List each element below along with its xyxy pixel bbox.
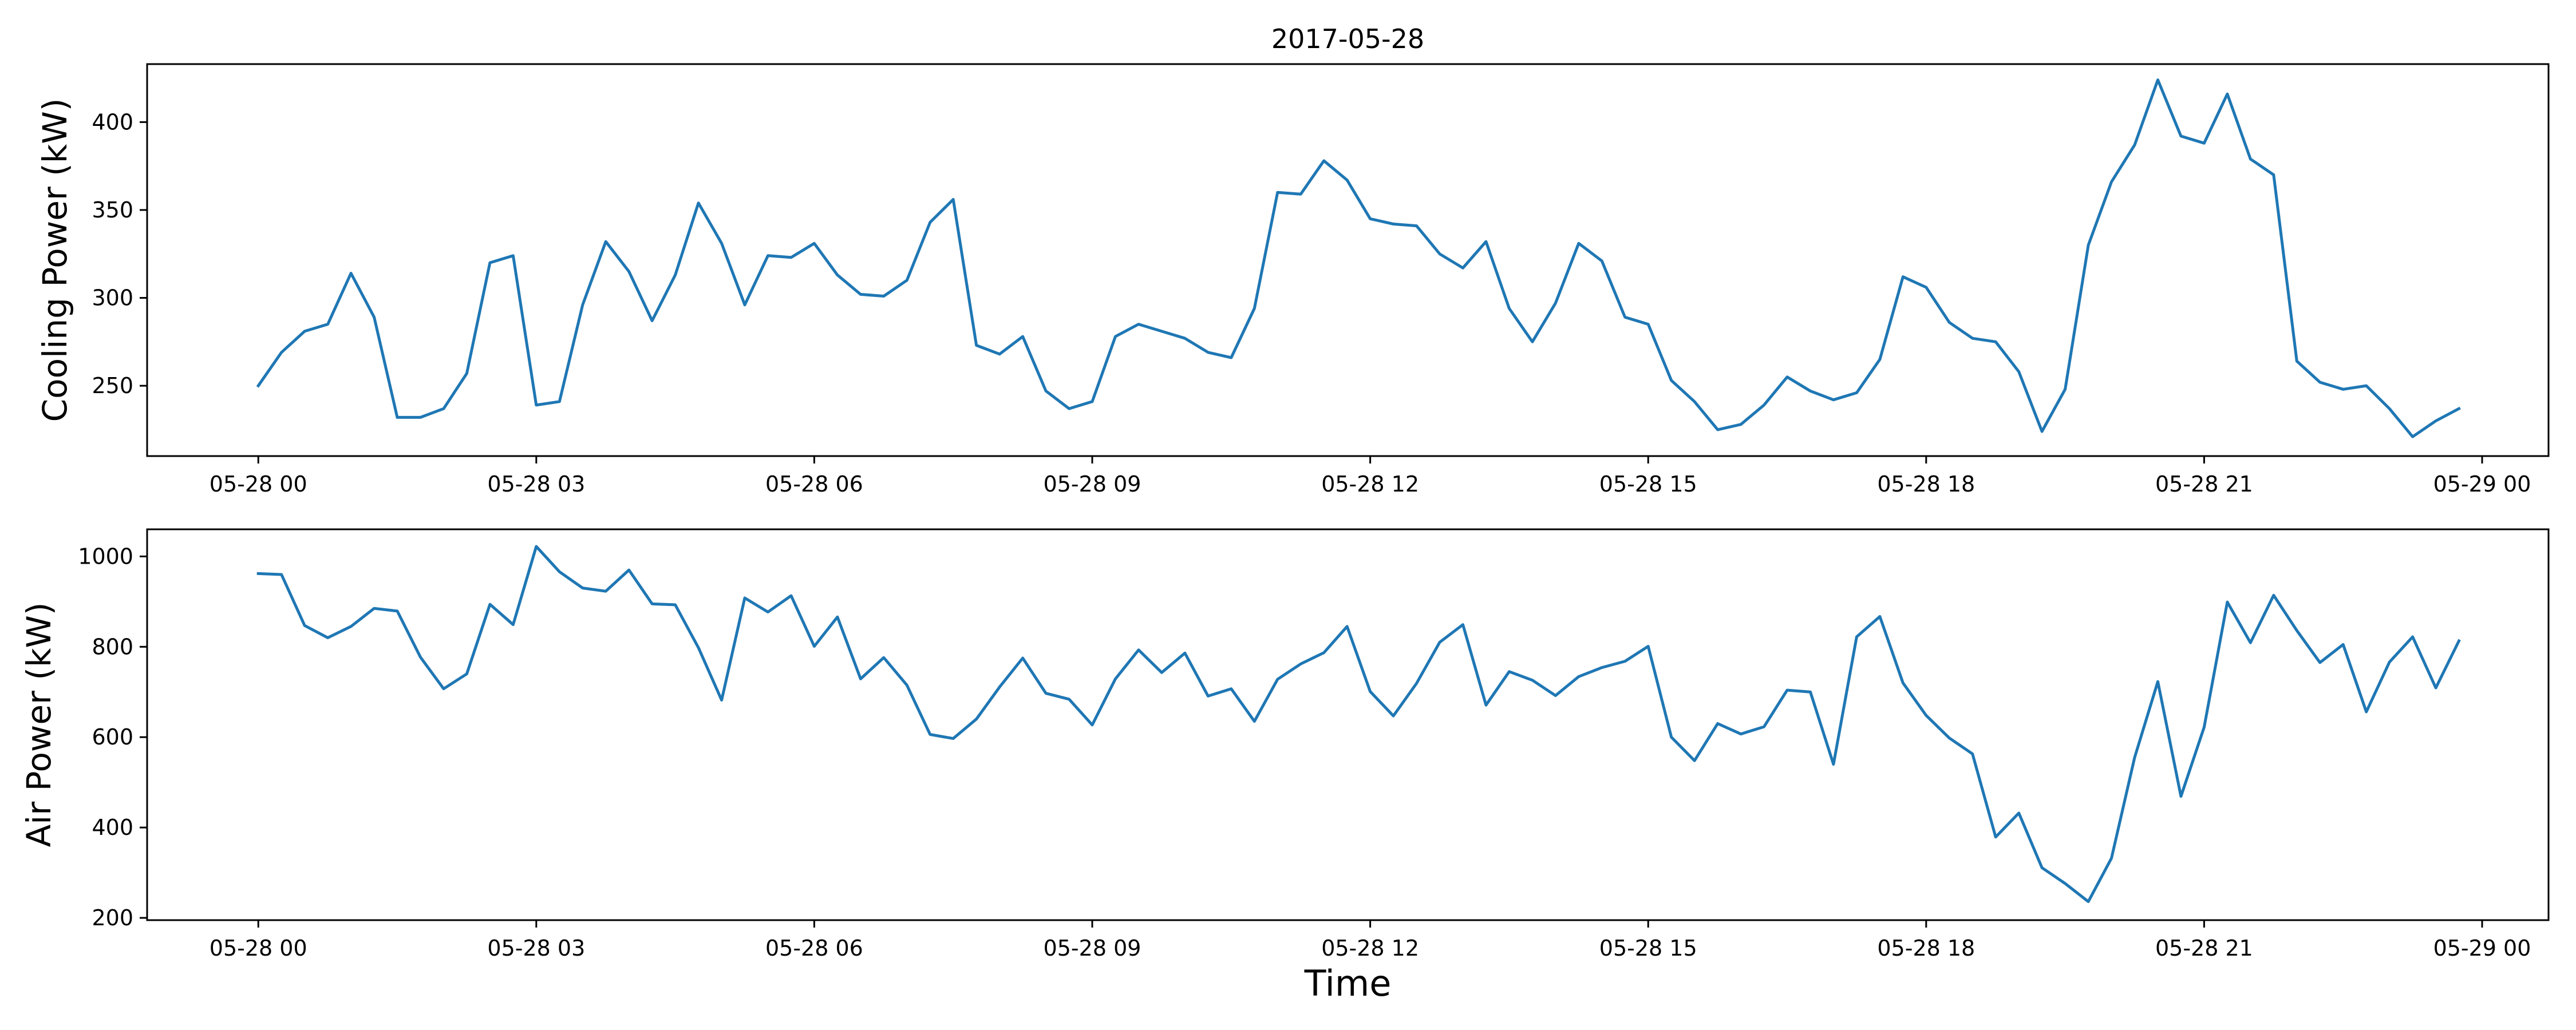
- y-tick-label: 800: [92, 634, 133, 659]
- y-tick-label: 250: [92, 373, 133, 398]
- y-tick-label: 200: [92, 905, 133, 930]
- x-tick-label: 05-29 00: [2433, 472, 2531, 497]
- x-tick-label: 05-28 00: [210, 936, 307, 961]
- y-tick-label: 400: [92, 815, 133, 840]
- x-tick-label: 05-28 06: [765, 936, 863, 961]
- x-tick-label: 05-28 03: [487, 936, 585, 961]
- cooling-power-panel: 05-28 00 05-28 03 05-28 06 05-28 09 05-28 12…: [35, 63, 2550, 497]
- air-power-panel: 05-28 00 05-28 03 05-28 06 05-28 09 05-28 12…: [19, 528, 2550, 961]
- x-tick-label: 05-28 12: [1321, 936, 1419, 961]
- x-tick-label: 05-28 18: [1877, 472, 1975, 497]
- axes-frame: [146, 63, 2550, 457]
- x-tick-label: 05-28 15: [1599, 936, 1697, 961]
- x-tick-label: 05-28 18: [1877, 936, 1975, 961]
- x-tick-label: 05-28 06: [765, 472, 863, 497]
- chart-title: 2017-05-28: [1271, 23, 1424, 54]
- y-tick-label: 350: [92, 197, 133, 223]
- y-tick-label: 600: [92, 724, 133, 750]
- y-axis-label: Air Power (kW): [19, 602, 58, 847]
- y-tick-label: 1000: [78, 544, 133, 569]
- x-tick-label: 05-28 21: [2155, 472, 2253, 497]
- x-axis-label: Time: [1304, 962, 1392, 1004]
- x-tick-label: 05-28 00: [210, 472, 307, 497]
- x-tick-label: 05-28 15: [1599, 472, 1697, 497]
- series-line-0: [256, 78, 2461, 438]
- x-tick-label: 05-28 12: [1321, 472, 1419, 497]
- y-tick-label: 300: [92, 286, 133, 311]
- x-tick-label: 05-28 09: [1044, 472, 1141, 497]
- x-tick-label: 05-28 09: [1044, 936, 1141, 961]
- x-tick-label: 05-28 03: [487, 472, 585, 497]
- series-line-0: [256, 545, 2461, 904]
- y-tick-label: 400: [92, 109, 133, 134]
- y-axis-label: Cooling Power (kW): [35, 98, 74, 422]
- x-tick-label: 05-28 21: [2155, 936, 2253, 961]
- axes-frame: [146, 528, 2550, 921]
- x-tick-label: 05-29 00: [2433, 936, 2531, 961]
